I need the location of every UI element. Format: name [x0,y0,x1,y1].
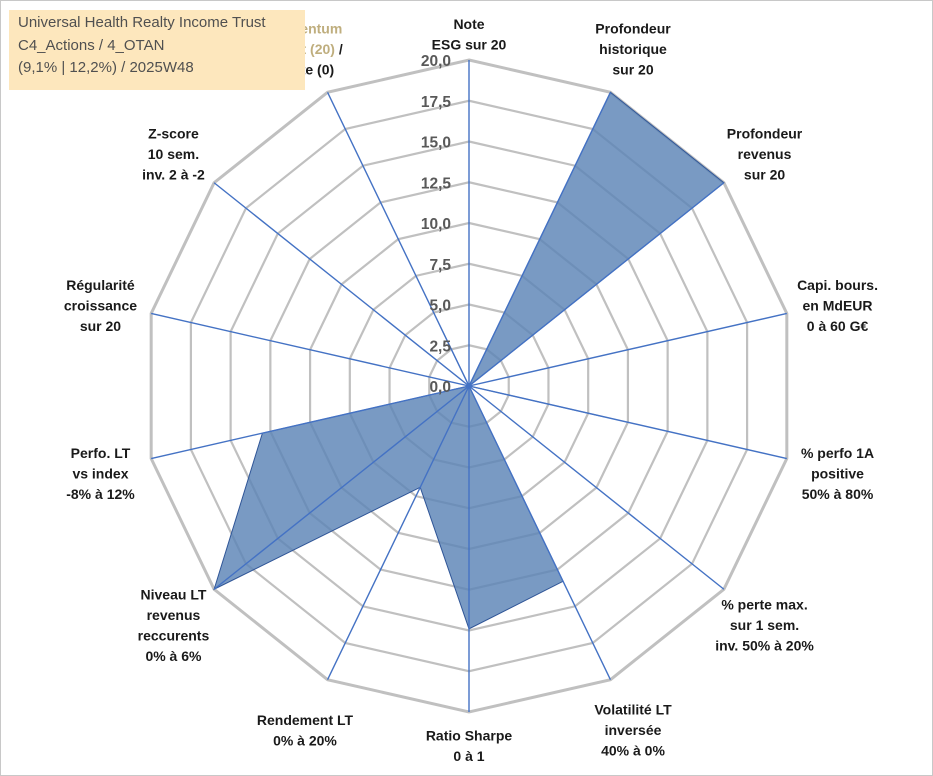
tick-label: 7,5 [429,257,451,274]
axis-label-0: Note ESG sur 20 [432,16,507,53]
tick-label: 15,0 [421,135,451,152]
axis-label-line: croissance [64,297,137,313]
axis-label-line: 0% à 6% [145,648,202,664]
axis-label-line: sur 20 [612,61,653,77]
axis-label-line: sur 1 sem. [730,617,799,633]
title-company: Universal Health Realty Income Trust [18,14,266,31]
axis-label-line: Rendement LT [257,712,354,728]
tick-label: 5,0 [429,298,451,315]
axis-label-line: Z-score [148,125,199,141]
axis-label-9: Niveau LT revenus reccurents 0% à 6% [138,586,210,664]
spoke-2 [468,182,725,387]
axis-label-line: Profondeur [727,125,803,141]
axis-label-line: reccurents [138,627,210,643]
title-box: Universal Health Realty Income Trust C4_… [9,10,305,90]
axis-label-line: Ratio Sharpe [426,728,513,744]
axis-label-line: -8% à 12% [66,486,135,502]
tick-label: 12,5 [421,175,452,192]
axis-label-3: Capi. bours. en MdEUR 0 à 60 G€ [797,277,878,334]
axis-label-line: inversée [605,722,662,738]
axis-label-6: Volatilité LT inversée 40% à 0% [594,702,672,759]
spoke-1 [468,91,612,387]
axis-label-line: Profondeur [595,20,671,36]
axis-label-7: Ratio Sharpe 0 à 1 [426,728,513,765]
spoke-8 [326,385,470,681]
tick-label-layer: 0,0 2,5 5,0 7,5 10,0 12,5 15,0 17,5 20,0 [421,53,452,396]
axis-label-2: Profondeur revenus sur 20 [727,125,803,182]
axis-label-line: 10 sem. [148,146,199,162]
axis-label-line: revenus [738,146,792,162]
axis-label-1: Profondeur historique sur 20 [595,20,671,77]
axis-label-line: Volatilité LT [594,702,672,718]
spoke-11 [151,312,470,387]
title-stats: (9,1% | 12,2%) / 2025W48 [18,59,194,76]
axis-label-line: en MdEUR [803,297,873,313]
spoke-13 [326,91,470,387]
axis-label-line: Niveau LT [141,586,207,602]
axis-label-12: Z-score 10 sem. inv. 2 à -2 [142,125,205,182]
axis-label-line: 0 à 60 G€ [807,318,869,334]
axis-label-line: inv. 50% à 20% [715,638,814,654]
axis-label-line: 0 à 1 [453,748,484,764]
tick-label: 0,0 [429,379,451,396]
axis-label-line: Perfo. LT [71,445,131,461]
axis-label-4: % perfo 1A positive 50% à 80% [801,445,874,502]
axis-label-line: inv. 2 à -2 [142,166,205,182]
axis-label-layer: Note ESG sur 20 Profondeur historique sur 20… [64,16,878,764]
axis-label-line: % perte max. [721,597,807,613]
axis-label-line: historique [599,41,667,57]
axis-label-line: Capi. bours. [797,277,878,293]
axis-label-10: Perfo. LT vs index -8% à 12% [66,445,135,502]
axis-label-line: positive [811,466,864,482]
axis-label-line: sur 20 [80,318,121,334]
axis-label-line: 0% à 20% [273,732,337,748]
spoke-10 [151,385,470,460]
tick-label: 17,5 [421,94,452,111]
spoke-6 [468,385,612,681]
spoke-3 [468,312,787,387]
axis-label-line: ESG sur 20 [432,36,507,52]
axis-label-line: Régularité [66,277,135,293]
spoke-5 [468,385,725,590]
axis-label-11: Régularité croissance sur 20 [64,277,137,334]
tick-label: 2,5 [429,338,451,355]
spoke-9 [213,385,470,590]
axis-label-line: revenus [147,607,201,623]
axis-label-5: % perte max. sur 1 sem. inv. 50% à 20% [715,597,814,654]
axis-label-8: Rendement LT 0% à 20% [257,712,354,749]
axis-label-line: % perfo 1A [801,445,874,461]
tick-label: 20,0 [421,53,451,70]
spoke-12 [213,182,470,387]
title-category: C4_Actions / 4_OTAN [18,36,165,54]
axis-label-line: vs index [72,466,128,482]
spoke-layer [151,60,787,712]
axis-label-line: 50% à 80% [802,486,874,502]
tick-label: 10,0 [421,216,451,233]
axis-label-line: Note [453,16,484,32]
spoke-4 [468,385,787,460]
axis-label-line: sur 20 [744,166,785,182]
axis-label-line: 40% à 0% [601,743,665,759]
